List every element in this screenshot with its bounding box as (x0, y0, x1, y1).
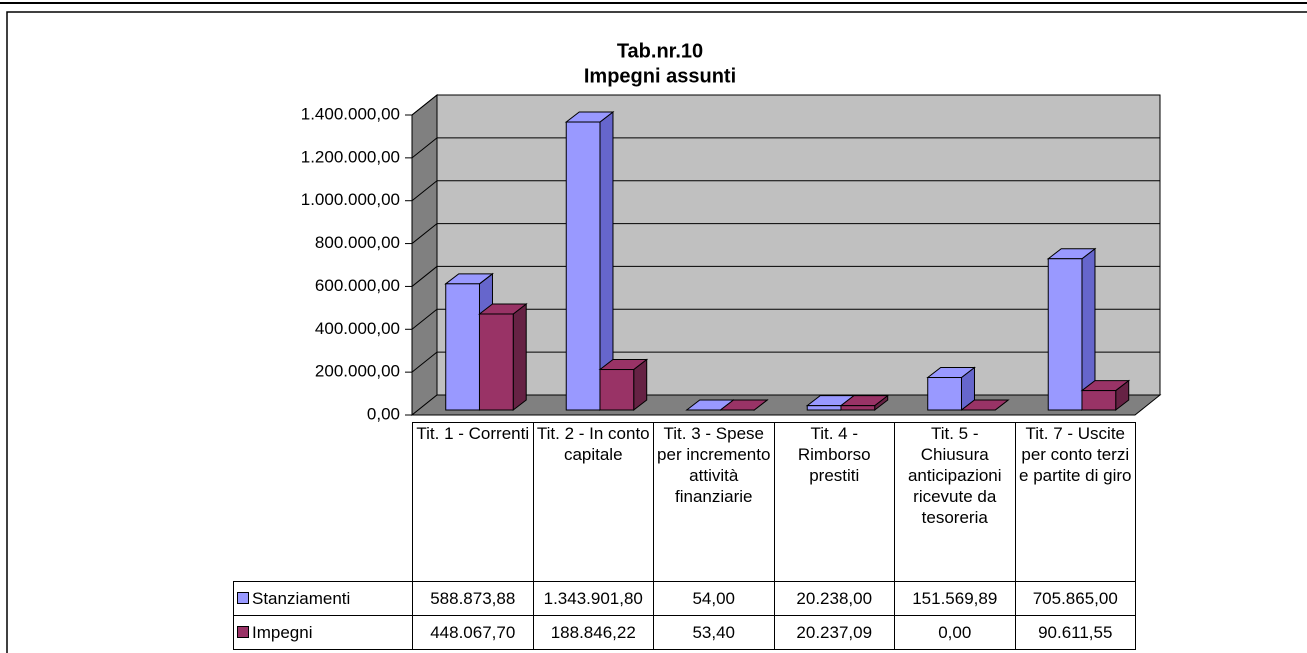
value-label: 1.343.901,80 (532, 581, 654, 616)
bar (1081, 390, 1117, 411)
bar (565, 121, 601, 411)
value-label: 705.865,00 (1014, 581, 1136, 616)
grid-line (411, 351, 1160, 373)
category-label: Tit. 7 - Uscite per conto terzi e partit… (1014, 422, 1136, 582)
bar (1047, 258, 1083, 411)
bar (445, 283, 480, 411)
chart-subtitle: Impegni assunti (584, 65, 736, 87)
bar-side (512, 302, 527, 412)
bar (478, 313, 514, 411)
y-tick-label: 0,00 (367, 404, 400, 423)
value-label: 20.238,00 (773, 581, 895, 616)
y-tick-label: 400.000,00 (315, 319, 400, 338)
value-label: 588.873,88 (412, 581, 534, 616)
legend-swatch (237, 592, 249, 604)
value-label: 151.569,89 (894, 581, 1016, 616)
grid-line (411, 308, 1160, 330)
y-tick-label: 1.200.000,00 (301, 147, 400, 166)
legend-entry: Stanziamenti (233, 581, 413, 616)
legend-swatch (237, 626, 249, 638)
legend-entry: Impegni (233, 615, 413, 650)
value-label: 20.237,09 (773, 615, 895, 650)
bar (927, 377, 962, 411)
bar (840, 405, 876, 411)
bar (599, 369, 635, 411)
side-wall (411, 93, 438, 417)
category-label: Tit. 4 - Rimborso prestiti (773, 422, 895, 582)
chart-title: Tab.nr.10 (617, 40, 703, 62)
chart-frame (6, 11, 1307, 653)
value-label: 90.611,55 (1014, 615, 1136, 650)
series-row: Stanziamenti 588.873,88 1.343.901,80 54,00 2… (233, 581, 1136, 616)
value-label: 54,00 (653, 581, 775, 616)
grid-line (411, 137, 1160, 159)
y-tick-label: 800.000,00 (315, 233, 400, 252)
value-label: 53,40 (653, 615, 775, 650)
category-label: Tit. 3 - Spese per incremento attività f… (653, 422, 775, 582)
category-label: Tit. 1 - Correnti (412, 422, 534, 582)
legend-label: Stanziamenti (252, 589, 351, 608)
legend-label: Impegni (252, 623, 313, 642)
y-tick-label: 600.000,00 (315, 276, 400, 295)
value-label: 188.846,22 (532, 615, 654, 650)
bar-top (960, 399, 1010, 411)
y-tick-label: 1.000.000,00 (301, 190, 400, 209)
bar (806, 405, 842, 411)
series-row: Impegni 448.067,70 188.846,22 53,40 20.237,0… (233, 615, 1136, 650)
y-tick-label: 200.000,00 (315, 362, 400, 381)
data-table: Tit. 1 - Correnti Tit. 2 - In conto capit… (233, 422, 1136, 650)
category-row: Tit. 1 - Correnti Tit. 2 - In conto capit… (233, 422, 1136, 582)
grid-line (411, 265, 1160, 287)
value-label: 0,00 (894, 615, 1016, 650)
grid-line (411, 94, 1160, 116)
grid-line (411, 180, 1160, 202)
y-tick-label: 1.400.000,00 (301, 104, 400, 123)
value-label: 448.067,70 (412, 615, 534, 650)
grid-line (411, 223, 1160, 244)
category-label: Tit. 2 - In conto capitale (532, 422, 654, 582)
category-label: Tit. 5 - Chiusura anticipazioni ricevute… (894, 422, 1016, 582)
corner-cell (233, 422, 413, 582)
